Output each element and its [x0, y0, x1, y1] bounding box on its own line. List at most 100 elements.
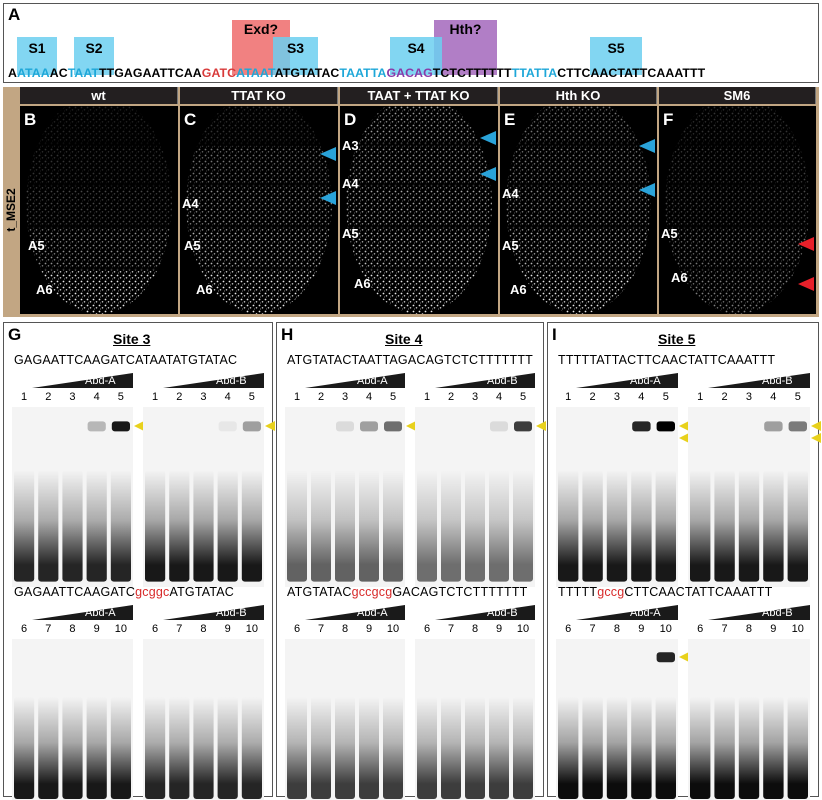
segment-label: A6 [196, 282, 213, 297]
embryo-image: D A3 A4 A5 A6 [340, 106, 498, 314]
reporter-side-label: t_MSE2 [3, 105, 19, 315]
lane-number: 2 [45, 391, 52, 403]
protein-label: Abd-A [630, 375, 661, 387]
sequence-segment: ATAA [16, 66, 50, 80]
lane-number: 2 [447, 391, 455, 403]
gel-image [415, 407, 535, 587]
concentration-wedge [435, 373, 535, 388]
site-label-s4: S4 [407, 40, 425, 56]
protein-label: Abd-B [216, 607, 247, 619]
concentration-wedge [576, 605, 678, 620]
lane-number: 3 [341, 391, 349, 403]
segment-arrow-icon [320, 191, 336, 205]
lane-number: 5 [117, 391, 124, 403]
sequence-segment: GATC [201, 66, 237, 80]
shifted-band [218, 421, 237, 432]
segment-arrow-icon [480, 131, 496, 145]
lane-number: 8 [341, 623, 349, 635]
shift-arrow-icon [406, 421, 416, 432]
probe-sequence: ATGTATACTAATTAGACAGTCTCTTTTTTT [287, 353, 533, 367]
sequence-segment: TTATTA [511, 66, 558, 80]
lane-numbers: 6 7 8 9 10 [556, 623, 678, 635]
lane-number: 10 [516, 623, 530, 635]
lane-numbers: 6 7 8 9 10 [688, 623, 810, 635]
protein-label: Abd-A [357, 607, 388, 619]
shifted-band [242, 421, 261, 432]
shifted-band [788, 421, 807, 432]
lane-number: 6 [293, 623, 301, 635]
embryo-svg [26, 106, 172, 314]
probe-seq-part: ATGTATAC [287, 585, 352, 599]
site-label-s5: S5 [607, 40, 625, 56]
shift-arrow-icon [679, 652, 689, 663]
shifted-band [111, 421, 130, 432]
embryo-svg [665, 106, 814, 314]
column-header: SM6 [659, 87, 816, 104]
site-box-s2 [74, 37, 114, 75]
panel-letter: I [552, 325, 557, 344]
lane-numbers: 6 7 8 9 10 [285, 623, 405, 635]
lane-number: 1 [21, 391, 28, 403]
segment-label: A5 [28, 238, 45, 253]
gel-image [688, 407, 810, 587]
lane-numbers: 1 2 3 4 5 [556, 391, 678, 403]
shifted-band [514, 421, 532, 432]
lane-number: 4 [770, 391, 777, 403]
hth-label: Hth? [449, 21, 482, 37]
panel-letter-a: A [8, 5, 21, 24]
concentration-wedge [163, 605, 264, 620]
shifted-band [360, 421, 378, 432]
sequence-segment: GACAG [386, 66, 433, 80]
segment-label: A5 [342, 226, 359, 241]
lane-number: 6 [565, 623, 572, 635]
lane-numbers: 6 7 8 9 10 [415, 623, 535, 635]
shifted-band [490, 421, 508, 432]
probe-seq-part: GAGAATTCAAGATC [14, 585, 136, 599]
sequence-segment: TCTCTTTTTT [432, 66, 512, 80]
protein-label: Abd-B [487, 607, 518, 619]
panel-letter: B [24, 110, 37, 129]
exd-label: Exd? [243, 21, 279, 37]
lane-numbers: 1 2 3 4 5 [415, 391, 535, 403]
sequence-segment: TAATTA [339, 66, 387, 80]
lane-number: 10 [114, 623, 127, 635]
segment-label: A5 [184, 238, 201, 253]
lane-number: 2 [721, 391, 728, 403]
segment-arrow-icon [320, 147, 336, 161]
lane-number: 6 [152, 623, 159, 635]
segment-label: A4 [502, 186, 519, 201]
lane-number: 7 [45, 623, 52, 635]
lane-number: 9 [224, 623, 231, 635]
probe-sequence: GAGAATTCAAGATCgcggcATGTATAC [14, 585, 234, 599]
segment-label: A4 [182, 196, 199, 211]
panel-letter: G [8, 325, 22, 344]
protein-label: Abd-B [216, 375, 247, 387]
lane-number: 2 [589, 391, 596, 403]
protein-label: Abd-A [357, 375, 388, 387]
sequence-segment: ATGTATAC [274, 66, 340, 80]
shifted-band [656, 421, 675, 432]
concentration-wedge [305, 605, 405, 620]
lane-number: 3 [613, 391, 621, 403]
concentration-wedge [435, 605, 535, 620]
probe-seq-part: CTTCAACTATTCAAATTT [624, 585, 773, 599]
embryo-image: B A5 A6 [20, 106, 178, 314]
emsa-panel-i: I Site 5 TTTTTATTACTTCAACTATTCAAATTT Abd-A 1… [547, 322, 821, 800]
site-box-s4 [390, 37, 442, 75]
probe-seq-part: TTTTTATTACTTCAACTATTCAAATTT [558, 353, 776, 367]
gel-image [143, 639, 264, 800]
segment-label: A4 [342, 176, 359, 191]
concentration-wedge [708, 605, 810, 620]
lane-number: 8 [613, 623, 621, 635]
panel-a: A Exd? Hth? S1 S2 S3 S4 S5 AATAAACTAATTT… [3, 3, 819, 83]
embryo-row: t_MSE2 wt TTAT KO TAAT + TTAT KO Hth KO SM6 … [3, 87, 819, 317]
embryo-svg [346, 106, 496, 314]
panel-letter: F [663, 110, 674, 129]
lane-number: 4 [495, 391, 503, 403]
site-label-s3: S3 [286, 40, 305, 56]
shift-arrow-icon [811, 421, 821, 432]
gel-image [12, 639, 133, 800]
lane-number: 4 [638, 391, 645, 403]
lane-number: 6 [423, 623, 431, 635]
lane-number: 1 [565, 391, 572, 403]
